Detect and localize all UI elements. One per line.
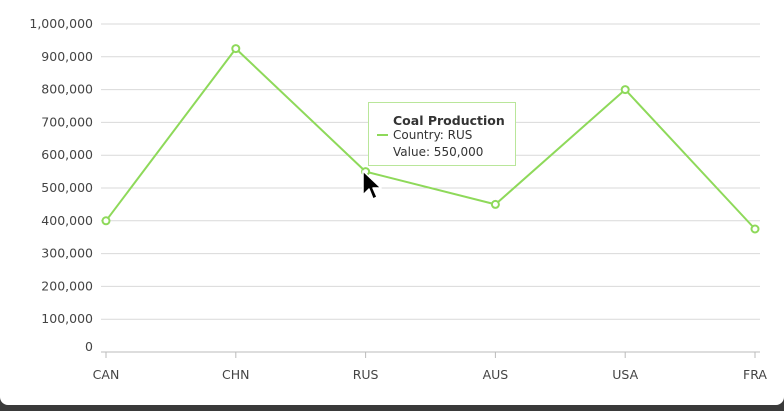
data-point [231, 44, 241, 54]
data-point [750, 224, 760, 234]
x-tick-label: CAN [93, 367, 120, 382]
y-tick-label: 300,000 [41, 246, 93, 261]
tooltip-value: Value: 550,000 [393, 145, 484, 159]
data-point [101, 216, 111, 226]
y-tick-label: 0 [85, 339, 93, 354]
arrow-cursor-icon [362, 170, 382, 200]
x-tick-label: FRA [743, 367, 767, 382]
data-point [620, 85, 630, 95]
x-tick-label: USA [612, 367, 638, 382]
x-tick-label: AUS [483, 367, 509, 382]
y-tick-label: 600,000 [41, 147, 93, 162]
tooltip-country: Country: RUS [393, 128, 473, 142]
chart-tooltip: Coal Production Country: RUS Value: 550,… [368, 102, 516, 166]
y-tick-label: 200,000 [41, 278, 93, 293]
y-tick-label: 100,000 [41, 311, 93, 326]
y-tick-label: 1,000,000 [29, 16, 93, 31]
data-point [490, 199, 500, 209]
tooltip-series-swatch [377, 134, 388, 136]
y-tick-label: 900,000 [41, 49, 93, 64]
y-tick-label: 400,000 [41, 213, 93, 228]
tooltip-title: Coal Production [393, 113, 505, 128]
x-tick-label: CHN [222, 367, 249, 382]
y-tick-label: 500,000 [41, 180, 93, 195]
y-tick-label: 700,000 [41, 114, 93, 129]
series-line [105, 47, 756, 230]
y-tick-label: 800,000 [41, 82, 93, 97]
x-tick-label: RUS [353, 367, 379, 382]
